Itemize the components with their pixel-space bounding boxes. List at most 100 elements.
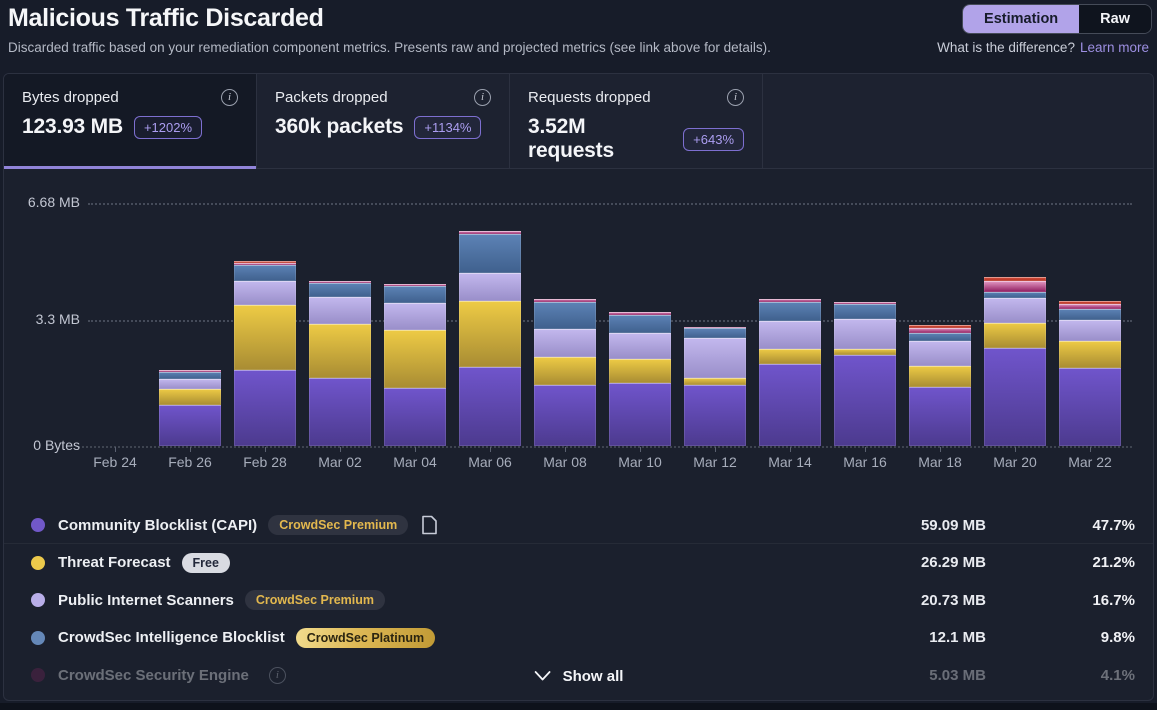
bar-segment xyxy=(159,370,221,373)
stacked-bar-mar-04[interactable] xyxy=(384,284,446,446)
toggle-option-estimation[interactable]: Estimation xyxy=(963,5,1080,33)
bar-segment xyxy=(834,304,896,320)
tab-value: 123.93 MB xyxy=(22,115,123,138)
plan-badge-premium: CrowdSec Premium xyxy=(244,590,385,610)
stacked-bar-feb-28[interactable] xyxy=(234,261,296,446)
stacked-bar-mar-14[interactable] xyxy=(759,299,821,446)
x-axis-tick-label: Feb 26 xyxy=(168,454,212,470)
bar-segment xyxy=(609,333,671,360)
bar-segment xyxy=(534,385,596,446)
bar-segment xyxy=(834,319,896,350)
bar-segment xyxy=(684,338,746,379)
legend-color-dot xyxy=(31,518,45,532)
bar-segment xyxy=(534,299,596,302)
bar-segment xyxy=(609,312,671,315)
stacked-bar-chart: 6.68 MB 3.3 MB 0 Bytes Feb 24 Feb 26 Feb 28 Ma… xyxy=(4,169,1153,544)
x-axis-tick-label: Mar 16 xyxy=(843,454,887,470)
bar-segment xyxy=(1059,340,1121,368)
stacked-bar-mar-08[interactable] xyxy=(534,299,596,446)
bar-segment xyxy=(1059,319,1121,341)
tab-value: 360k packets xyxy=(275,115,404,138)
info-icon[interactable]: i xyxy=(221,89,238,106)
stacked-bar-mar-18[interactable] xyxy=(909,325,971,446)
bar-segment xyxy=(759,364,821,446)
legend-row-crowdsec-intelligence-blocklist[interactable]: CrowdSec Intelligence Blocklist CrowdSec … xyxy=(31,623,1135,653)
legend-row-crowdsec-security-engine[interactable]: CrowdSec Security Engine i 5.03 MB 4.1% xyxy=(31,660,1135,690)
y-axis-tick-label: 0 Bytes xyxy=(33,437,80,453)
bar-segment xyxy=(834,355,896,446)
x-axis-tick-label: Mar 10 xyxy=(618,454,662,470)
show-all-button[interactable]: Show all xyxy=(534,662,623,690)
bar-segment xyxy=(309,297,371,324)
bar-segment xyxy=(459,231,521,234)
bar-segment xyxy=(609,382,671,446)
tab-packets-dropped[interactable]: Packets dropped i 360k packets +1134% xyxy=(257,74,510,168)
learn-more-link[interactable]: Learn more xyxy=(1079,40,1149,55)
x-axis-tick xyxy=(415,447,416,452)
bar-segment xyxy=(159,405,221,446)
bar-segment xyxy=(384,284,446,287)
stacked-bar-mar-12[interactable] xyxy=(684,326,746,446)
stacked-bar-mar-16[interactable] xyxy=(834,301,896,446)
document-icon[interactable] xyxy=(421,515,438,535)
bar-segment xyxy=(309,378,371,446)
legend-percentage: 4.1% xyxy=(1100,666,1135,684)
x-axis-tick xyxy=(190,447,191,452)
legend-percentage: 21.2% xyxy=(1092,554,1135,571)
stacked-bar-mar-22[interactable] xyxy=(1059,301,1121,446)
bar-segment xyxy=(459,301,521,368)
gridline xyxy=(88,203,1132,205)
x-axis-tick xyxy=(115,447,116,452)
bar-segment xyxy=(384,388,446,446)
delta-badge: +643% xyxy=(683,127,744,151)
bar-segment xyxy=(759,299,821,302)
bar-segment xyxy=(609,359,671,383)
bar-segment xyxy=(534,329,596,358)
estimation-raw-toggle[interactable]: Estimation Raw xyxy=(962,4,1152,34)
tab-bytes-dropped[interactable]: Bytes dropped i 123.93 MB +1202% xyxy=(4,74,257,169)
legend-row-community-blocklist-capi[interactable]: Community Blocklist (CAPI) CrowdSec Premi… xyxy=(31,510,1135,540)
info-icon[interactable]: i xyxy=(268,666,286,684)
x-axis-tick-label: Mar 08 xyxy=(543,454,587,470)
stacked-bar-mar-20[interactable] xyxy=(984,276,1046,446)
stacked-bar-mar-06[interactable] xyxy=(459,231,521,446)
bar-segment xyxy=(684,378,746,386)
difference-line: What is the difference? Learn more xyxy=(937,40,1149,55)
bar-segment xyxy=(309,323,371,379)
legend-total-value: 5.03 MB xyxy=(929,666,986,684)
x-axis-tick-label: Mar 12 xyxy=(693,454,737,470)
bar-segment xyxy=(1059,301,1121,305)
legend-color-dot xyxy=(31,668,45,682)
x-axis-tick-label: Mar 22 xyxy=(1068,454,1112,470)
bar-segment xyxy=(984,348,1046,446)
legend-row-public-internet-scanners[interactable]: Public Internet Scanners CrowdSec Premium… xyxy=(31,585,1135,615)
info-icon[interactable]: i xyxy=(474,89,491,106)
stacked-bar-mar-02[interactable] xyxy=(309,281,371,446)
tab-requests-dropped[interactable]: Requests dropped i 3.52M requests +643% xyxy=(510,74,763,168)
legend-divider xyxy=(4,543,1153,544)
bar-segment xyxy=(984,322,1046,349)
stacked-bar-mar-10[interactable] xyxy=(609,312,671,446)
delta-badge: +1202% xyxy=(133,115,203,139)
info-icon[interactable]: i xyxy=(727,89,744,106)
bar-segment xyxy=(984,276,1046,281)
bar-segment xyxy=(834,349,896,356)
document-icon-button[interactable] xyxy=(421,515,438,535)
toggle-option-raw[interactable]: Raw xyxy=(1079,5,1151,33)
bar-segment xyxy=(384,303,446,331)
plan-badge-platinum: CrowdSec Platinum xyxy=(295,627,436,648)
bar-segment xyxy=(834,301,896,305)
x-axis-tick-label: Mar 14 xyxy=(768,454,812,470)
bar-segment xyxy=(759,301,821,322)
legend-percentage: 47.7% xyxy=(1092,516,1135,534)
bar-segment xyxy=(234,261,296,264)
tab-label: Requests dropped xyxy=(528,89,651,106)
legend-color-dot xyxy=(31,555,45,570)
legend-name: Threat Forecast xyxy=(58,554,171,571)
bar-segment xyxy=(984,280,1046,293)
legend-row-threat-forecast[interactable]: Threat Forecast Free 26.29 MB 21.2% xyxy=(31,548,1135,578)
x-axis-tick-label: Mar 02 xyxy=(318,454,362,470)
stacked-bar-feb-26[interactable] xyxy=(159,370,221,446)
x-axis-tick xyxy=(1090,447,1091,452)
bar-segment xyxy=(1059,308,1121,320)
